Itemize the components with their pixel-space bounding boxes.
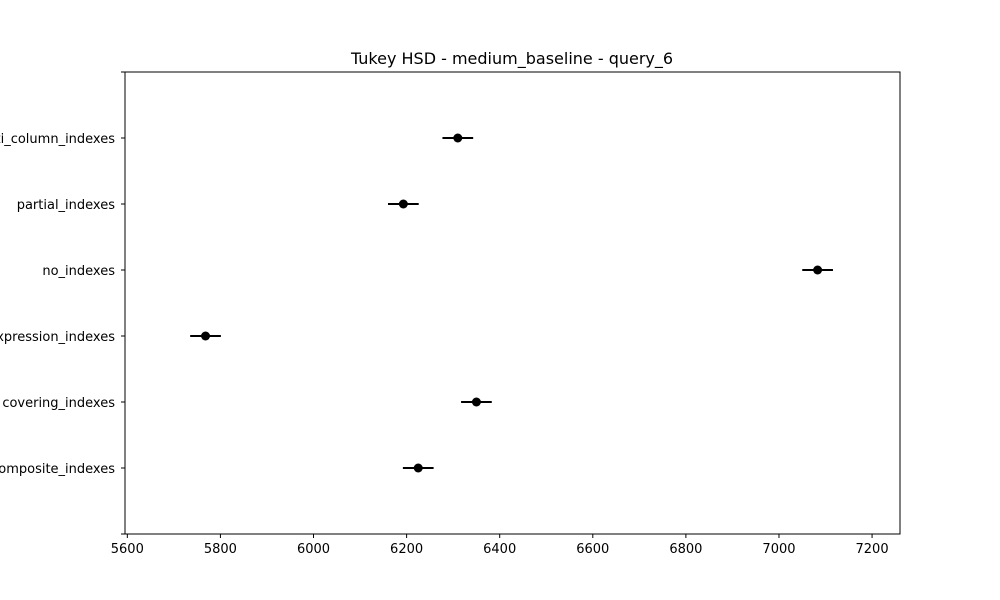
x-tick-label: 5800 [204, 542, 237, 557]
mean-point [413, 463, 423, 473]
x-tick-label: 6400 [483, 542, 516, 557]
x-tick-label: 6800 [669, 542, 702, 557]
series-intervals [190, 133, 833, 473]
mean-point [398, 199, 408, 209]
y-tick-label: no_indexes [42, 264, 115, 279]
x-tick-label: 7200 [856, 542, 889, 557]
x-tick-label: 5600 [111, 542, 144, 557]
x-axis: 5600 5800 6000 6200 6400 6600 6800 7000 7200 [111, 534, 889, 557]
x-tick-label: 6600 [576, 542, 609, 557]
y-tick-label: partial_indexes [17, 198, 116, 213]
mean-point [471, 397, 481, 407]
plot-frame [124, 71, 901, 535]
y-tick-label: multi_column_indexes [0, 132, 115, 147]
y-tick-label: expression_indexes [0, 330, 115, 345]
chart-title: Tukey HSD - medium_baseline - query_6 [350, 49, 673, 69]
y-axis: composite_indexes covering_indexes express… [0, 71, 125, 535]
x-tick-label: 6200 [390, 542, 423, 557]
x-tick-label: 7000 [762, 542, 795, 557]
x-tick-label: 6000 [297, 542, 330, 557]
mean-point [813, 265, 823, 275]
mean-point [201, 331, 211, 341]
y-tick-label: composite_indexes [0, 462, 115, 477]
y-tick-label: covering_indexes [2, 396, 115, 411]
mean-point [453, 133, 463, 143]
